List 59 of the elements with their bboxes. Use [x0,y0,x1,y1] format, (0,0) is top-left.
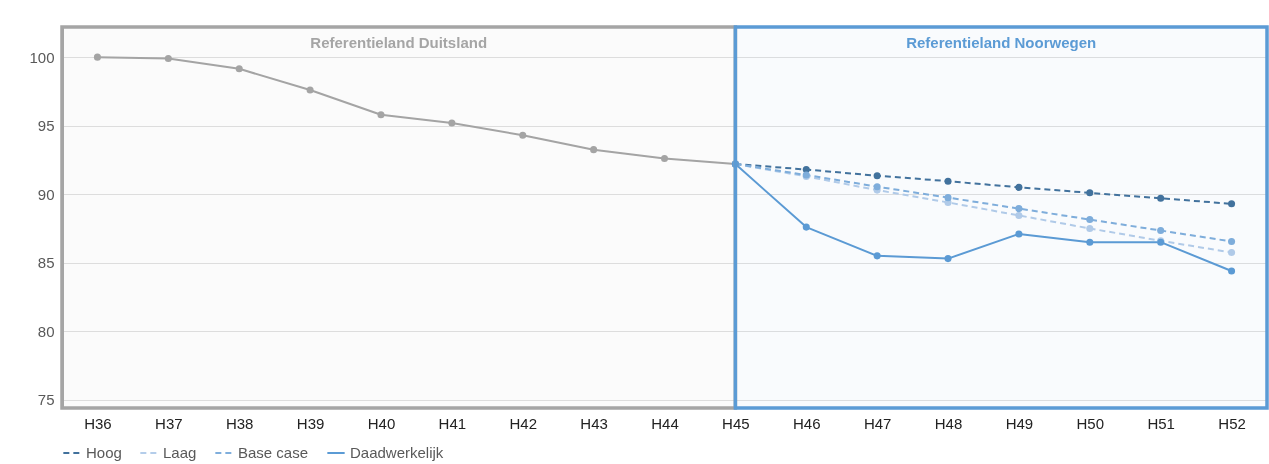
point [1228,267,1236,275]
point [1015,211,1023,219]
point [448,119,456,127]
point [1015,205,1023,213]
x-tick-label: H36 [84,414,112,432]
point [1086,238,1094,246]
y-tick-label: 85 [37,254,55,272]
x-tick-label: H42 [509,414,537,432]
point [1086,224,1094,232]
band-label: Referentieland Noorwegen [906,34,1097,51]
x-tick-label: H52 [1218,414,1246,432]
x-tick-label: H38 [225,414,254,432]
point [306,86,314,94]
x-tick-label: H40 [367,414,396,432]
point [519,131,527,139]
point [1157,194,1165,202]
point [1015,230,1023,238]
y-tick-label: 80 [37,322,55,340]
point [1157,226,1165,235]
legend-label: Laag [163,444,197,461]
y-tick-label: 100 [29,48,55,66]
point [1086,189,1094,197]
band-label: Referentieland Duitsland [310,34,488,51]
x-tick-label: H44 [651,414,679,432]
y-tick-label: 90 [37,185,55,203]
point [377,111,385,119]
x-tick-label: H45 [722,414,750,432]
point [1086,216,1094,224]
point [93,53,101,61]
x-tick-label: H51 [1147,414,1175,432]
x-tick-label: H43 [580,414,608,432]
point [802,223,810,231]
point [235,65,243,73]
point [1015,183,1023,191]
point [1228,237,1236,246]
y-tick-label: 75 [37,391,55,409]
y-tick-label: 95 [37,117,55,135]
x-tick-label: H37 [155,414,183,432]
point [873,252,881,260]
point [164,54,172,63]
x-tick-label: H46 [793,414,821,432]
point [1228,248,1236,256]
point [944,194,952,202]
x-tick-label: H48 [934,414,963,432]
legend-label: Daadwerkelijk [350,444,444,461]
point [590,146,598,154]
point [944,255,952,263]
legend-label: Base case [238,444,309,461]
point [1228,200,1236,208]
point [660,155,669,163]
legend-label: Hoog [86,444,122,461]
x-tick-label: H50 [1076,414,1105,432]
x-tick-label: H49 [1005,414,1034,432]
point [802,166,810,174]
x-tick-label: H39 [296,414,325,432]
point [944,177,952,185]
point [873,172,881,180]
x-tick-label: H41 [438,414,467,432]
x-tick-label: H47 [863,414,892,432]
